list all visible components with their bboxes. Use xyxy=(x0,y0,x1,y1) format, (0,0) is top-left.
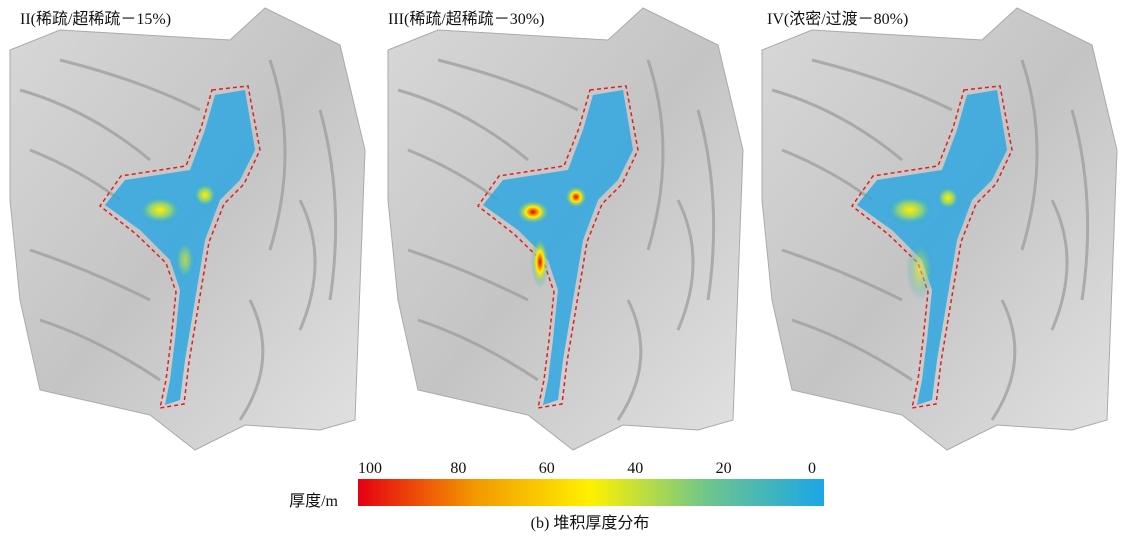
panel: III(稀疏/超稀疏－30%) xyxy=(388,8,743,450)
figure: II(稀疏/超稀疏－15%) III(稀疏/超稀疏－30%) IV(浓密/过渡－… xyxy=(0,0,1121,540)
colorbar-tick-label: 20 xyxy=(716,460,732,477)
colorbar-tick-label: 80 xyxy=(450,460,466,477)
panel-title: III(稀疏/超稀疏－30%) xyxy=(388,10,544,28)
colorbar-tick-label: 60 xyxy=(539,460,555,477)
panel-title: II(稀疏/超稀疏－15%) xyxy=(20,10,171,28)
panel-title: IV(浓密/过渡－80%) xyxy=(767,10,908,28)
panel: IV(浓密/过渡－80%) xyxy=(762,8,1117,450)
caption: (b) 堆积厚度分布 xyxy=(531,514,650,532)
colorbar-tick-label: 0 xyxy=(808,460,816,477)
colorbar-tick-label: 100 xyxy=(358,460,382,477)
colorbar xyxy=(358,479,824,506)
colorbar-tick-label: 40 xyxy=(627,460,643,477)
panel: II(稀疏/超稀疏－15%) xyxy=(10,8,365,450)
colorbar-label: 厚度/m xyxy=(289,492,338,510)
